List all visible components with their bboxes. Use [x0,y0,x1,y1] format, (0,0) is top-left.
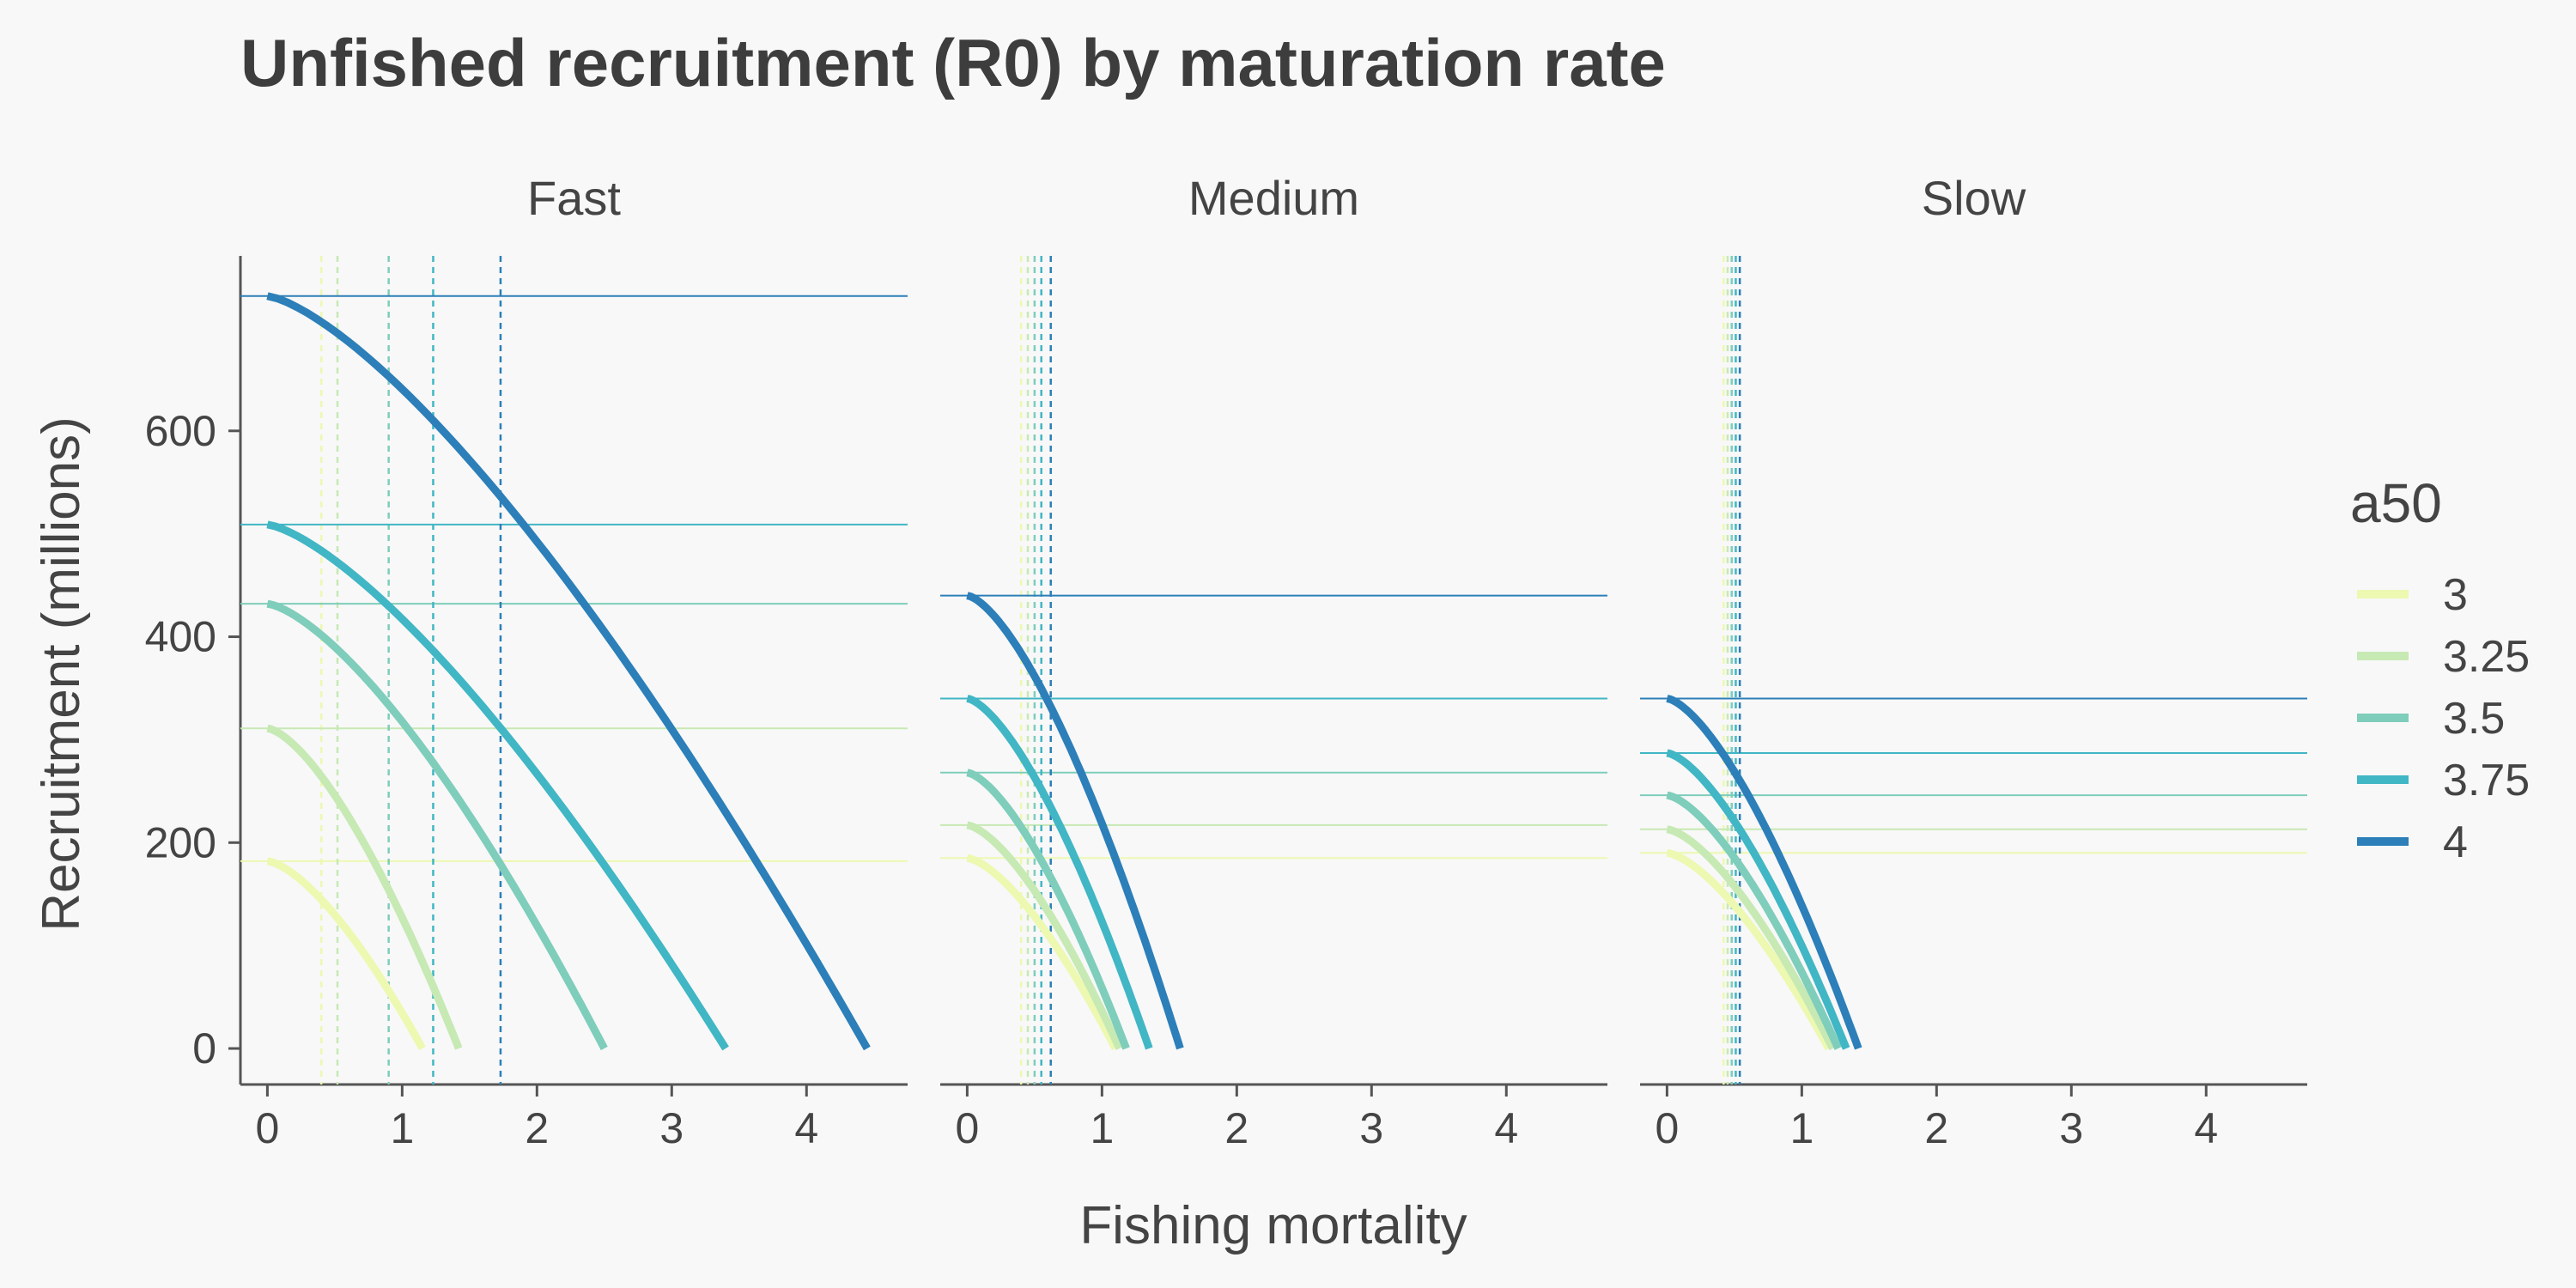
panel-title: Fast [527,171,621,225]
series-line-a50-4 [266,292,871,1051]
series-line-a50-3.5 [966,769,1130,1050]
x-tick-label: 4 [2194,1104,2218,1152]
x-tick-label: 0 [255,1104,279,1152]
series-line-a50-3.75 [266,520,729,1051]
series-line-a50-3.25 [266,724,463,1050]
x-tick-label: 1 [1090,1104,1114,1152]
series-line-a50-3.25 [965,821,1123,1050]
panel-title: Medium [1188,171,1359,225]
y-tick-label: 600 [145,407,216,455]
x-tick-label: 4 [794,1104,818,1152]
panels-layer: Fast 0 1 2 3 4 0 200 400 600 Medium 0 1 2 3 4 Slow 0 1 2 3 4 [145,171,2307,1152]
series-line-a50-3.75 [966,695,1153,1050]
x-tick-label: 0 [955,1104,979,1152]
x-tick-label: 4 [1494,1104,1518,1152]
x-tick-label: 2 [1924,1104,1948,1152]
legend-title: a50 [2350,472,2442,534]
panel-title: Slow [1922,171,2026,225]
x-tick-label: 0 [1655,1104,1679,1152]
legend-label: 3.25 [2443,632,2530,682]
series-line-a50-4 [966,592,1184,1050]
y-tick-label: 0 [192,1024,216,1072]
x-tick-label: 1 [390,1104,414,1152]
y-tick-label: 200 [145,818,216,866]
series-line-a50-3 [265,857,426,1051]
panel-medium: Medium 0 1 2 3 4 [940,171,1607,1152]
series-line-a50-3 [965,854,1120,1051]
y-tick-label: 400 [145,613,216,661]
series-line-a50-3.5 [266,599,608,1051]
x-axis-label: Fishing mortality [1079,1196,1467,1255]
x-tick-label: 2 [1224,1104,1249,1152]
series-line-a50-3.5 [1666,791,1842,1050]
y-axis-label: Recruitment (millions) [32,416,91,931]
series-line-a50-3.25 [1666,825,1837,1051]
legend-label: 3.5 [2443,694,2505,744]
panel-slow: Slow 0 1 2 3 4 [1640,171,2307,1152]
series-line-a50-4 [1666,695,1862,1050]
panel-fast: Fast 0 1 2 3 4 0 200 400 600 [145,171,908,1152]
x-tick-label: 2 [525,1104,549,1152]
legend-label: 3 [2443,570,2468,620]
x-tick-label: 3 [1359,1104,1383,1152]
chart-title: Unfished recruitment (R0) by maturation … [240,25,1666,100]
legend-label: 4 [2443,817,2468,867]
series-line-a50-3 [1666,848,1832,1051]
x-tick-label: 3 [659,1104,683,1152]
legend-label: 3.75 [2443,756,2530,805]
x-tick-label: 1 [1789,1104,1814,1152]
series-line-a50-3.75 [1666,749,1850,1050]
x-tick-label: 3 [2059,1104,2083,1152]
